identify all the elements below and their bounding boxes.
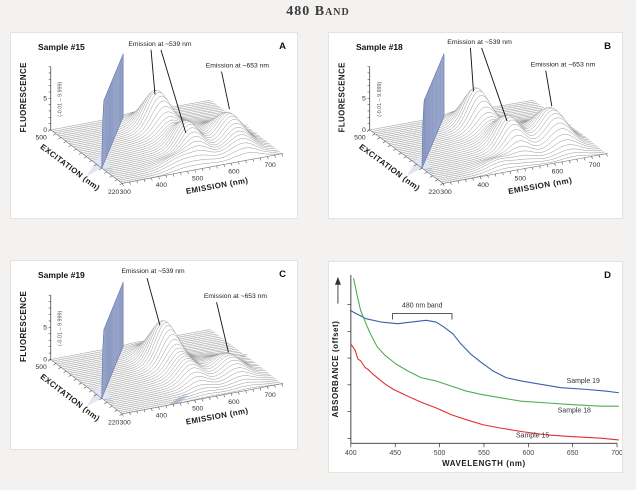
fluorescence-tick-label: 5	[362, 96, 366, 103]
surface-plot-b: 0 5 500 220 300 400 500 600 700 FLUORESCENCE (-0.0…	[337, 39, 608, 196]
emission-tick-label: 400	[156, 182, 168, 189]
absorbance-geometry: 400 450 500 550 600 650 700 WAVELENGTH (nm) ABSO…	[331, 274, 622, 468]
excitation-tick-label: 500	[354, 134, 366, 141]
rayleigh-ridge	[406, 53, 445, 177]
emission-tick-label: 600	[228, 169, 240, 176]
fluorescence-axis-label: FLUORESCENCE	[337, 62, 346, 132]
surface-geometry-c: 0 5 500 220 300 400 500 600 700 FLUORESCENCE (-0.0…	[19, 268, 284, 427]
sample-label-b: Sample #18	[356, 42, 403, 52]
annotation-line	[216, 302, 229, 353]
x-tick-label: 650	[567, 450, 579, 457]
emission-tick-label: 700	[589, 162, 601, 169]
x-axis-label: WAVELENGTH (nm)	[442, 459, 526, 468]
x-tick-label: 400	[345, 450, 357, 457]
band-bracket	[392, 313, 453, 320]
y-axis-label: ABSORBANCE (offset)	[331, 320, 340, 417]
annotation-line	[221, 71, 230, 110]
mesh-rows	[369, 53, 608, 184]
ridge-skirt-left	[86, 154, 102, 177]
panel-letter-c: C	[279, 269, 286, 280]
emission-tick-label: 600	[552, 169, 564, 176]
excitation-tick-label: 220	[428, 189, 440, 196]
annotation-line	[545, 70, 553, 107]
panel-letter-b: B	[604, 41, 611, 52]
rayleigh-ridge	[86, 281, 124, 407]
spectrum-curve-1	[349, 309, 619, 394]
fluorescence-tick-label: 5	[43, 324, 47, 331]
band-annotation-label: 480 nm band	[402, 303, 443, 310]
annotation-label: Emission at ~539 nm	[121, 268, 184, 275]
spectrum-curve-3	[350, 343, 619, 441]
y-axis-arrow-head	[334, 276, 341, 285]
surface-plot-c: 0 5 500 220 300 400 500 600 700 FLUORESCENCE (-0.0…	[19, 268, 284, 427]
ridge-skirt-left	[406, 154, 423, 177]
figure-title: 480 Band	[286, 4, 350, 19]
annotation-label: Emission at ~539 nm	[128, 41, 192, 48]
emission-tick-label: 700	[265, 392, 276, 399]
excitation-tick-label: 220	[108, 419, 119, 426]
surface-geometry-a: 0 5 500 220 300 400 500 600 700 FLUORESCENCE (-0.0…	[19, 41, 284, 196]
emission-tick-label: 600	[228, 399, 239, 406]
panel-a: 0 5 500 220 300 400 500 600 700 FLUORESCENCE (-0.0…	[10, 32, 298, 219]
emission-tick-label: 300	[120, 419, 131, 426]
annotation-label: Emission at ~539 nm	[447, 39, 512, 46]
mesh-rows	[50, 281, 284, 415]
series-label: Sample 18	[558, 408, 591, 415]
panel-letter-d: D	[604, 270, 611, 281]
emission-tick-label: 300	[120, 189, 132, 196]
absorbance-plot: 400 450 500 550 600 650 700 WAVELENGTH (nm) ABSO…	[331, 274, 622, 468]
annotations: Emission at ~539 nm Emission at ~653 nm	[121, 268, 267, 353]
emission-tick-label: 300	[440, 189, 452, 196]
annotation-line	[150, 49, 156, 95]
series-label: Sample 15	[516, 432, 549, 439]
emission-tick-label: 400	[156, 413, 167, 420]
rayleigh-ridge	[86, 53, 124, 177]
x-tick-label: 450	[389, 450, 401, 457]
sample-label-a: Sample #15	[38, 42, 85, 52]
fluorescence-range-label: (-0.01 – 9.999)	[377, 82, 383, 117]
x-tick-label: 500	[434, 450, 446, 457]
annotation-line	[146, 277, 161, 326]
panel-c: 0 5 500 220 300 400 500 600 700 FLUORESCENCE (-0.0…	[10, 260, 298, 450]
annotation-line	[481, 47, 508, 122]
ridge-skirt-left	[86, 384, 102, 407]
x-tick-label: 600	[523, 450, 535, 457]
surface-plot-a: 0 5 500 220 300 400 500 600 700 FLUORESCENCE (-0.0…	[19, 41, 284, 196]
mesh-rows	[50, 53, 284, 184]
panel-d: 400 450 500 550 600 650 700 WAVELENGTH (nm) ABSO…	[328, 261, 623, 473]
fluorescence-range-label: (-0.01 – 9.999)	[58, 82, 64, 117]
fluorescence-tick-label: 0	[43, 127, 47, 134]
x-tick-label: 700	[611, 450, 622, 457]
emission-tick-label: 500	[192, 175, 204, 182]
fluorescence-tick-label: 0	[43, 357, 47, 364]
sample-label-c: Sample #19	[38, 270, 85, 280]
annotations: Emission at ~539 nm Emission at ~653 nm	[447, 39, 596, 122]
annotation-label: Emission at ~653 nm	[531, 62, 596, 69]
fluorescence-tick-label: 0	[362, 127, 366, 134]
annotations: Emission at ~539 nm Emission at ~653 nm	[128, 41, 270, 134]
series-label: Sample 19	[567, 378, 600, 385]
emission-tick-label: 500	[514, 175, 526, 182]
annotation-line	[469, 47, 474, 92]
fluorescence-tick-label: 5	[43, 95, 47, 102]
fluorescence-range-label: (-0.01 – 9.999)	[58, 310, 64, 346]
annotation-line	[160, 49, 187, 134]
x-tick-label: 550	[478, 450, 490, 457]
spectrum-curve-2	[352, 278, 619, 407]
surface-geometry-b: 0 5 500 220 300 400 500 600 700 FLUORESCENCE (-0.0…	[337, 39, 608, 196]
panel-b: 0 5 500 220 300 400 500 600 700 FLUORESCENCE (-0.0…	[328, 32, 623, 219]
emission-tick-label: 500	[192, 406, 203, 413]
annotation-label: Emission at ~653 nm	[204, 293, 267, 300]
axes: 400 450 500 550 600 650 700 WAVELENGTH (nm) ABSO…	[331, 274, 622, 468]
excitation-tick-label: 500	[36, 134, 48, 141]
annotation-label: Emission at ~653 nm	[206, 63, 270, 70]
emission-tick-label: 400	[477, 182, 489, 189]
fluorescence-axis-label: FLUORESCENCE	[19, 290, 28, 362]
excitation-tick-label: 220	[108, 189, 120, 196]
emission-tick-label: 700	[265, 162, 277, 169]
excitation-tick-label: 500	[36, 364, 47, 371]
fluorescence-axis-label: FLUORESCENCE	[19, 62, 28, 132]
panel-letter-a: A	[279, 41, 286, 52]
